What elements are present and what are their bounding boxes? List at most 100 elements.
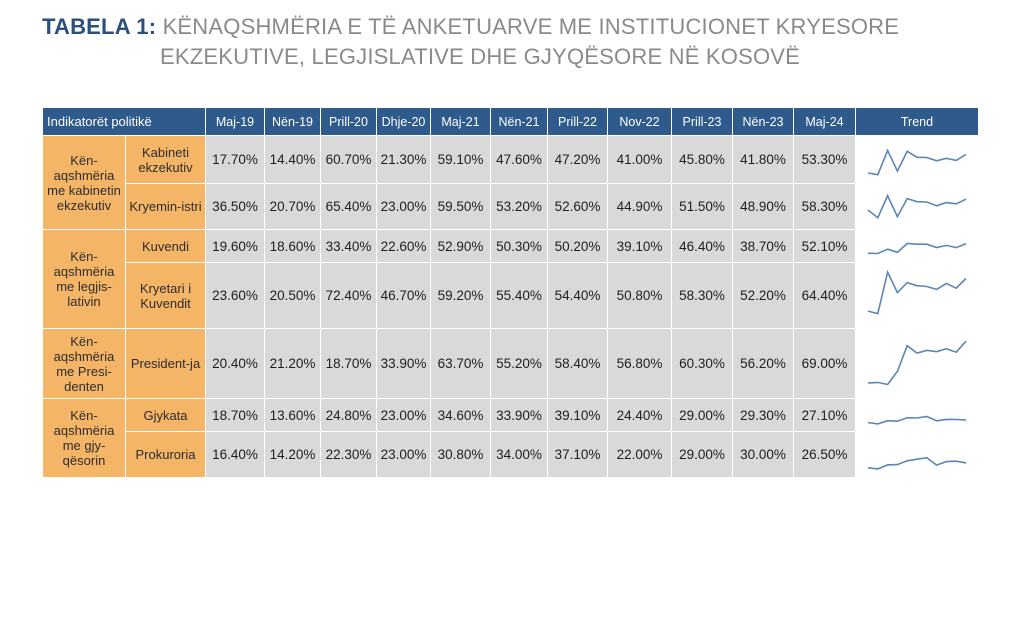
value-cell: 39.10%	[607, 229, 672, 263]
period-header: Nën-23	[732, 107, 794, 136]
value-cell: 41.80%	[732, 135, 794, 184]
row-label: Kryetari i Kuvendit	[125, 262, 206, 329]
value-cell: 36.50%	[205, 183, 265, 230]
value-cell: 65.40%	[320, 183, 377, 230]
value-cell: 29.30%	[732, 398, 794, 432]
table-row: Kryemin-istri 36.50% 20.70% 65.40% 23.00% 59.…	[43, 183, 979, 230]
trend-sparkline	[867, 415, 967, 425]
row-label: Gjykata	[125, 398, 206, 432]
group-label: Kën-aqshmëria me kabinetin ekzekutiv	[42, 135, 126, 230]
value-cell: 34.00%	[490, 431, 548, 478]
table-row: Kën-aqshmëria me gjy-qësorin Gjykata 18.70…	[42, 398, 979, 478]
value-cell: 29.00%	[671, 398, 733, 432]
group-label: Kën-aqshmëria me Presi-denten	[42, 328, 126, 399]
value-cell: 14.40%	[264, 135, 321, 184]
title-prefix: TABELA 1:	[42, 14, 157, 39]
header-row: Indikatorët politikë Maj-19 Nën-19 Prill…	[42, 107, 979, 136]
value-cell: 16.40%	[205, 431, 265, 478]
title-line-1: TABELA 1: KËNAQSHMËRIA E TË ANKETUARVE M…	[42, 12, 1002, 42]
value-cell: 55.40%	[490, 262, 548, 329]
value-cell: 24.40%	[607, 398, 672, 432]
value-cell: 56.80%	[607, 328, 672, 399]
value-cell: 23.00%	[376, 431, 431, 478]
value-cell: 55.20%	[490, 328, 548, 399]
value-cell: 30.80%	[430, 431, 491, 478]
value-cell: 58.30%	[793, 183, 856, 230]
trend-cell	[855, 135, 979, 184]
value-cell: 22.30%	[320, 431, 377, 478]
title-line-2: EKZEKUTIVE, LEGJISLATIVE DHE GJYQËSORE N…	[160, 44, 801, 69]
row-label: President-ja	[125, 328, 206, 399]
trend-cell	[855, 229, 979, 263]
value-cell: 64.40%	[793, 262, 856, 329]
satisfaction-table: Indikatorët politikë Maj-19 Nën-19 Prill…	[42, 107, 979, 478]
period-header: Nov-22	[607, 107, 672, 136]
value-cell: 50.20%	[547, 229, 608, 263]
value-cell: 60.30%	[671, 328, 733, 399]
value-cell: 39.10%	[547, 398, 608, 432]
value-cell: 26.50%	[793, 431, 856, 478]
value-cell: 52.20%	[732, 262, 794, 329]
value-cell: 22.00%	[607, 431, 672, 478]
value-cell: 14.20%	[264, 431, 321, 478]
value-cell: 53.20%	[490, 183, 548, 230]
period-header: Prill-20	[320, 107, 377, 136]
value-cell: 59.20%	[430, 262, 491, 329]
sparkline-line	[867, 242, 967, 254]
trend-cell	[855, 398, 979, 432]
value-cell: 33.90%	[490, 398, 548, 432]
value-cell: 29.00%	[671, 431, 733, 478]
value-cell: 21.30%	[376, 135, 431, 184]
value-cell: 53.30%	[793, 135, 856, 184]
value-cell: 46.70%	[376, 262, 431, 329]
period-header: Dhje-20	[376, 107, 431, 136]
sparkline-line	[867, 148, 967, 176]
value-cell: 19.60%	[205, 229, 265, 263]
trend-sparkline	[867, 269, 967, 315]
sparkline-line	[867, 340, 967, 385]
indicator-header: Indikatorët politikë	[42, 107, 206, 136]
value-cell: 33.90%	[376, 328, 431, 399]
value-cell: 58.40%	[547, 328, 608, 399]
value-cell: 48.90%	[732, 183, 794, 230]
value-cell: 50.30%	[490, 229, 548, 263]
value-cell: 24.80%	[320, 398, 377, 432]
row-label: Kabineti ekzekutiv	[125, 135, 206, 184]
sparkline-line	[867, 415, 967, 425]
value-cell: 20.50%	[264, 262, 321, 329]
value-cell: 59.50%	[430, 183, 491, 230]
value-cell: 18.70%	[320, 328, 377, 399]
table-row: Kryetari i Kuvendit 23.60% 20.50% 72.40% 46.…	[43, 262, 979, 329]
period-header: Prill-22	[547, 107, 608, 136]
value-cell: 47.20%	[547, 135, 608, 184]
value-cell: 20.40%	[205, 328, 265, 399]
value-cell: 45.80%	[671, 135, 733, 184]
trend-sparkline	[867, 242, 967, 254]
value-cell: 33.40%	[320, 229, 377, 263]
value-cell: 60.70%	[320, 135, 377, 184]
value-cell: 72.40%	[320, 262, 377, 329]
value-cell: 50.80%	[607, 262, 672, 329]
row-label: Prokuroria	[125, 431, 206, 478]
value-cell: 63.70%	[430, 328, 491, 399]
row-label: Kryemin-istri	[125, 183, 206, 230]
value-cell: 44.90%	[607, 183, 672, 230]
sparkline-line	[867, 193, 967, 219]
table-row: Prokuroria 16.40% 14.20% 22.30% 23.00% 30.80%…	[43, 431, 979, 478]
value-cell: 38.70%	[732, 229, 794, 263]
trend-cell	[855, 328, 979, 399]
value-cell: 18.60%	[264, 229, 321, 263]
value-cell: 47.60%	[490, 135, 548, 184]
value-cell: 54.40%	[547, 262, 608, 329]
value-cell: 58.30%	[671, 262, 733, 329]
sparkline-line	[867, 269, 967, 315]
table-row: Kën-aqshmëria me Presi-denten President-j…	[42, 328, 979, 399]
value-cell: 23.00%	[376, 183, 431, 230]
value-cell: 21.20%	[264, 328, 321, 399]
value-cell: 52.60%	[547, 183, 608, 230]
value-cell: 13.60%	[264, 398, 321, 432]
trend-sparkline	[867, 340, 967, 385]
period-header: Maj-24	[793, 107, 856, 136]
value-cell: 59.10%	[430, 135, 491, 184]
trend-header: Trend	[855, 107, 979, 136]
